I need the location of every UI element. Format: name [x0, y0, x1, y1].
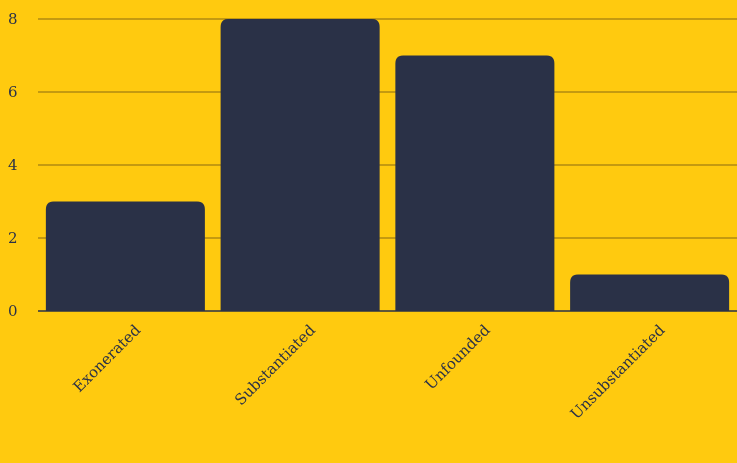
y-tick-label: 0	[8, 302, 18, 320]
bar-substantiated	[220, 19, 380, 311]
bar-exonerated	[45, 201, 205, 311]
y-tick-label: 8	[8, 10, 18, 28]
x-tick-label: Substantiated	[231, 321, 319, 409]
bar-unfounded	[395, 55, 555, 311]
y-tick-label: 4	[8, 156, 18, 174]
y-axis-ticks: 0 2 4 6 8	[8, 10, 18, 320]
y-tick-label: 6	[8, 83, 18, 101]
y-tick-label: 2	[8, 229, 18, 247]
bars	[45, 19, 730, 311]
x-tick-label: Exonerated	[70, 321, 145, 396]
x-axis-labels: Exonerated Substantiated Unfounded Unsubsta…	[70, 321, 669, 423]
bar-unsubstantiated	[570, 274, 730, 311]
x-tick-label: Unsubstantiated	[567, 321, 669, 423]
x-tick-label: Unfounded	[421, 321, 494, 394]
